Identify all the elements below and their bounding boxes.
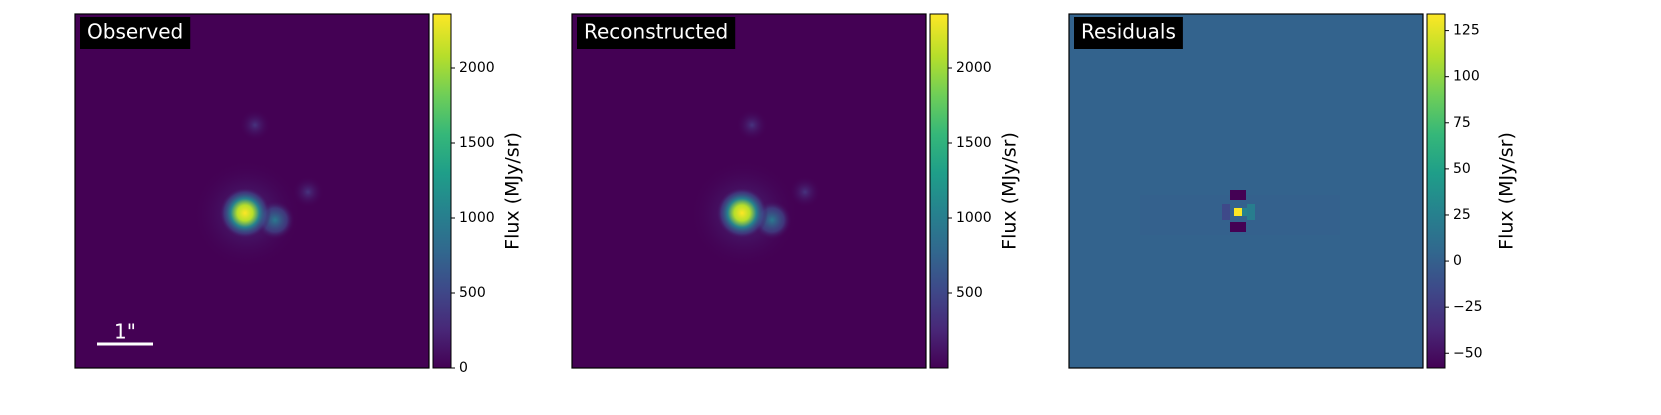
- colorbar-label: Flux (MJy/sr): [502, 132, 524, 250]
- colorbar: [929, 13, 949, 369]
- colorbar-tick-label: 125: [1453, 23, 1480, 39]
- title-box: [1074, 17, 1183, 49]
- colorbar-tick-label: 2000: [956, 60, 992, 76]
- colorbar-tick-label: 2000: [459, 60, 495, 76]
- colorbar-tick-label: 50: [1453, 161, 1471, 177]
- colorbar-tick-label: 0: [1453, 253, 1462, 269]
- colorbar-label: Flux (MJy/sr): [1496, 132, 1518, 250]
- scale-bar-label: 1": [114, 320, 136, 344]
- image: [1069, 14, 1423, 368]
- image: [75, 14, 429, 368]
- title-box: [80, 17, 191, 49]
- colorbar-tick-label: 100: [1453, 69, 1480, 85]
- colorbar-tick-label: 0: [459, 360, 468, 376]
- colorbar: [432, 13, 452, 369]
- image-frame: [571, 13, 927, 369]
- colorbar-tick-label: 1500: [459, 135, 495, 151]
- colorbar-tick-label: 500: [459, 285, 486, 301]
- colorbar-tick-label: 25: [1453, 207, 1471, 223]
- colorbar-tick-label: 75: [1453, 115, 1471, 131]
- colorbar: [1426, 13, 1446, 369]
- panel-title: Residuals: [1081, 20, 1176, 44]
- colorbar-tick-label: 1500: [956, 135, 992, 151]
- colorbar-tick-label: 500: [956, 285, 983, 301]
- image: [572, 14, 926, 368]
- colorbar-tick-label: 1000: [459, 210, 495, 226]
- image-frame: [1068, 13, 1424, 369]
- colorbar-tick-label: −50: [1453, 345, 1483, 361]
- image-frame: [74, 13, 430, 369]
- colorbar-tick-label: −25: [1453, 299, 1483, 315]
- colorbar-tick-label: 1000: [956, 210, 992, 226]
- panel-title: Reconstructed: [584, 20, 728, 44]
- title-box: [577, 17, 736, 49]
- colorbar-label: Flux (MJy/sr): [999, 132, 1021, 250]
- panel-title: Observed: [87, 20, 183, 44]
